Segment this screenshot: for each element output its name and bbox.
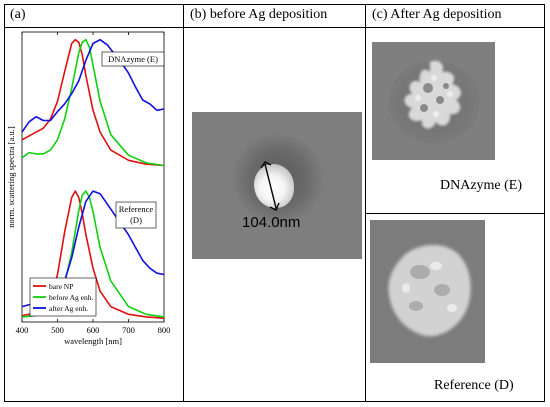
sem-image-after-dnazyme [372,42,495,160]
annotation-text: DNAzyme (E) [108,54,158,64]
reference-label: Reference (D) [434,378,514,393]
panel-c-caption: (c) After Ag deposition [372,7,502,22]
panel-c-divider [365,213,544,214]
annotation-text: Reference [119,204,154,214]
annotation-text: (D) [130,215,142,225]
annotation-box [101,51,165,67]
reference-particle [388,245,471,337]
spectra-chart: 400 500 600 700 800 wavelength [nm] norm. scat… [6,31,171,346]
y-axis-label: norm. scattering spectra [a.u.] [6,126,16,228]
x-tick-label: 800 [158,325,171,335]
scale-arrow [260,161,280,211]
figure-frame [4,4,545,402]
scale-label: 104.0nm [242,214,301,231]
series-line-dnazyme-before-ag-enh- [21,38,165,167]
x-tick-label: 400 [16,325,29,335]
legend-box [29,277,97,317]
sem-image-before: 104.0nm [192,112,362,259]
panel-divider-ab [183,5,184,401]
dnazyme-label: DNAzyme (E) [440,178,523,193]
legend-label: before Ag enh. [49,293,93,302]
panel-divider-bc [365,5,366,401]
x-tick-label: 600 [87,325,100,335]
x-axis-label: wavelength [nm] [64,336,122,346]
caption-row-divider [5,27,544,28]
series-line-dnazyme-after-ag-enh- [21,38,165,133]
x-tick-label: 500 [51,325,64,335]
x-tick-label: 700 [122,325,135,335]
dnazyme-aggregate [388,60,480,144]
sem-image-after-reference [370,220,485,363]
panel-a-caption: (a) [10,7,26,22]
legend-label: after Ag enh. [49,304,88,313]
annotation-box [115,201,157,229]
series-line-dnazyme-bare-np [21,38,165,167]
panel-b-caption: (b) before Ag deposition [190,7,328,22]
legend-label: bare NP [49,282,73,291]
